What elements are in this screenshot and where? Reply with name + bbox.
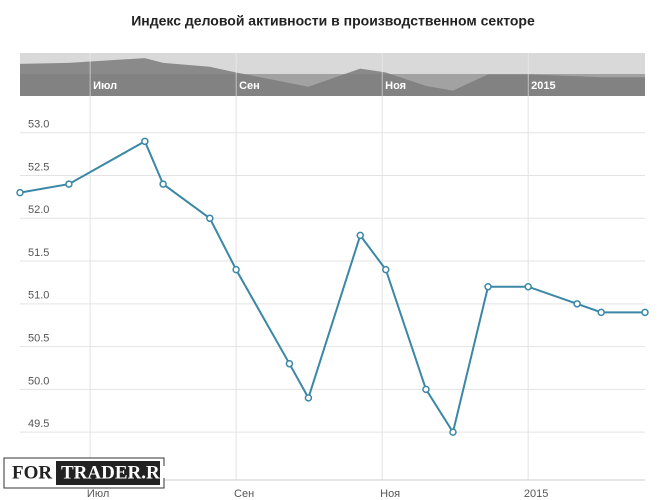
- navigator-label: Ноя: [385, 80, 406, 92]
- data-point: [641, 308, 649, 317]
- series-line: [19, 139, 645, 435]
- data-point: [356, 231, 364, 240]
- y-tick-label: 52.0: [28, 204, 49, 216]
- y-tick-label: 52.5: [28, 161, 49, 173]
- y-tick-label: 51.5: [28, 247, 49, 259]
- data-point: [524, 282, 532, 291]
- data-point: [16, 188, 24, 197]
- chart-title: Индекс деловой активности в производстве…: [131, 13, 535, 29]
- data-point: [597, 308, 605, 317]
- data-point: [484, 282, 492, 291]
- x-tick-label: Сен: [234, 488, 254, 500]
- data-point: [382, 265, 390, 274]
- x-tick-label: 2015: [524, 488, 548, 500]
- y-tick-label: 49.5: [28, 418, 49, 430]
- data-point: [65, 180, 73, 188]
- watermark-badge: [56, 461, 160, 485]
- data-point: [573, 300, 581, 308]
- watermark-text: FOR: [12, 462, 52, 483]
- y-tick-label: 53.0: [28, 119, 49, 131]
- data-point: [206, 214, 214, 223]
- x-tick-label: Июл: [87, 488, 109, 500]
- y-tick-label: 50.0: [28, 375, 49, 387]
- y-tick-label: 51.0: [28, 290, 49, 302]
- data-point: [232, 265, 240, 274]
- navigator-label: Июл: [93, 80, 117, 92]
- data-point: [285, 359, 294, 368]
- navigator-label: 2015: [531, 80, 555, 92]
- navigator-label: Сен: [239, 80, 260, 92]
- watermark-text: TRADER.RU: [61, 462, 174, 483]
- data-point: [422, 385, 430, 394]
- data-point: [304, 394, 313, 402]
- data-point: [449, 428, 457, 436]
- watermark: FOR TRADER.RU: [3, 457, 174, 489]
- navigator-band: [20, 74, 645, 96]
- y-tick-label: 50.5: [28, 332, 49, 344]
- x-tick-label: Ноя: [380, 488, 400, 500]
- data-point: [141, 137, 149, 146]
- data-point: [159, 180, 167, 188]
